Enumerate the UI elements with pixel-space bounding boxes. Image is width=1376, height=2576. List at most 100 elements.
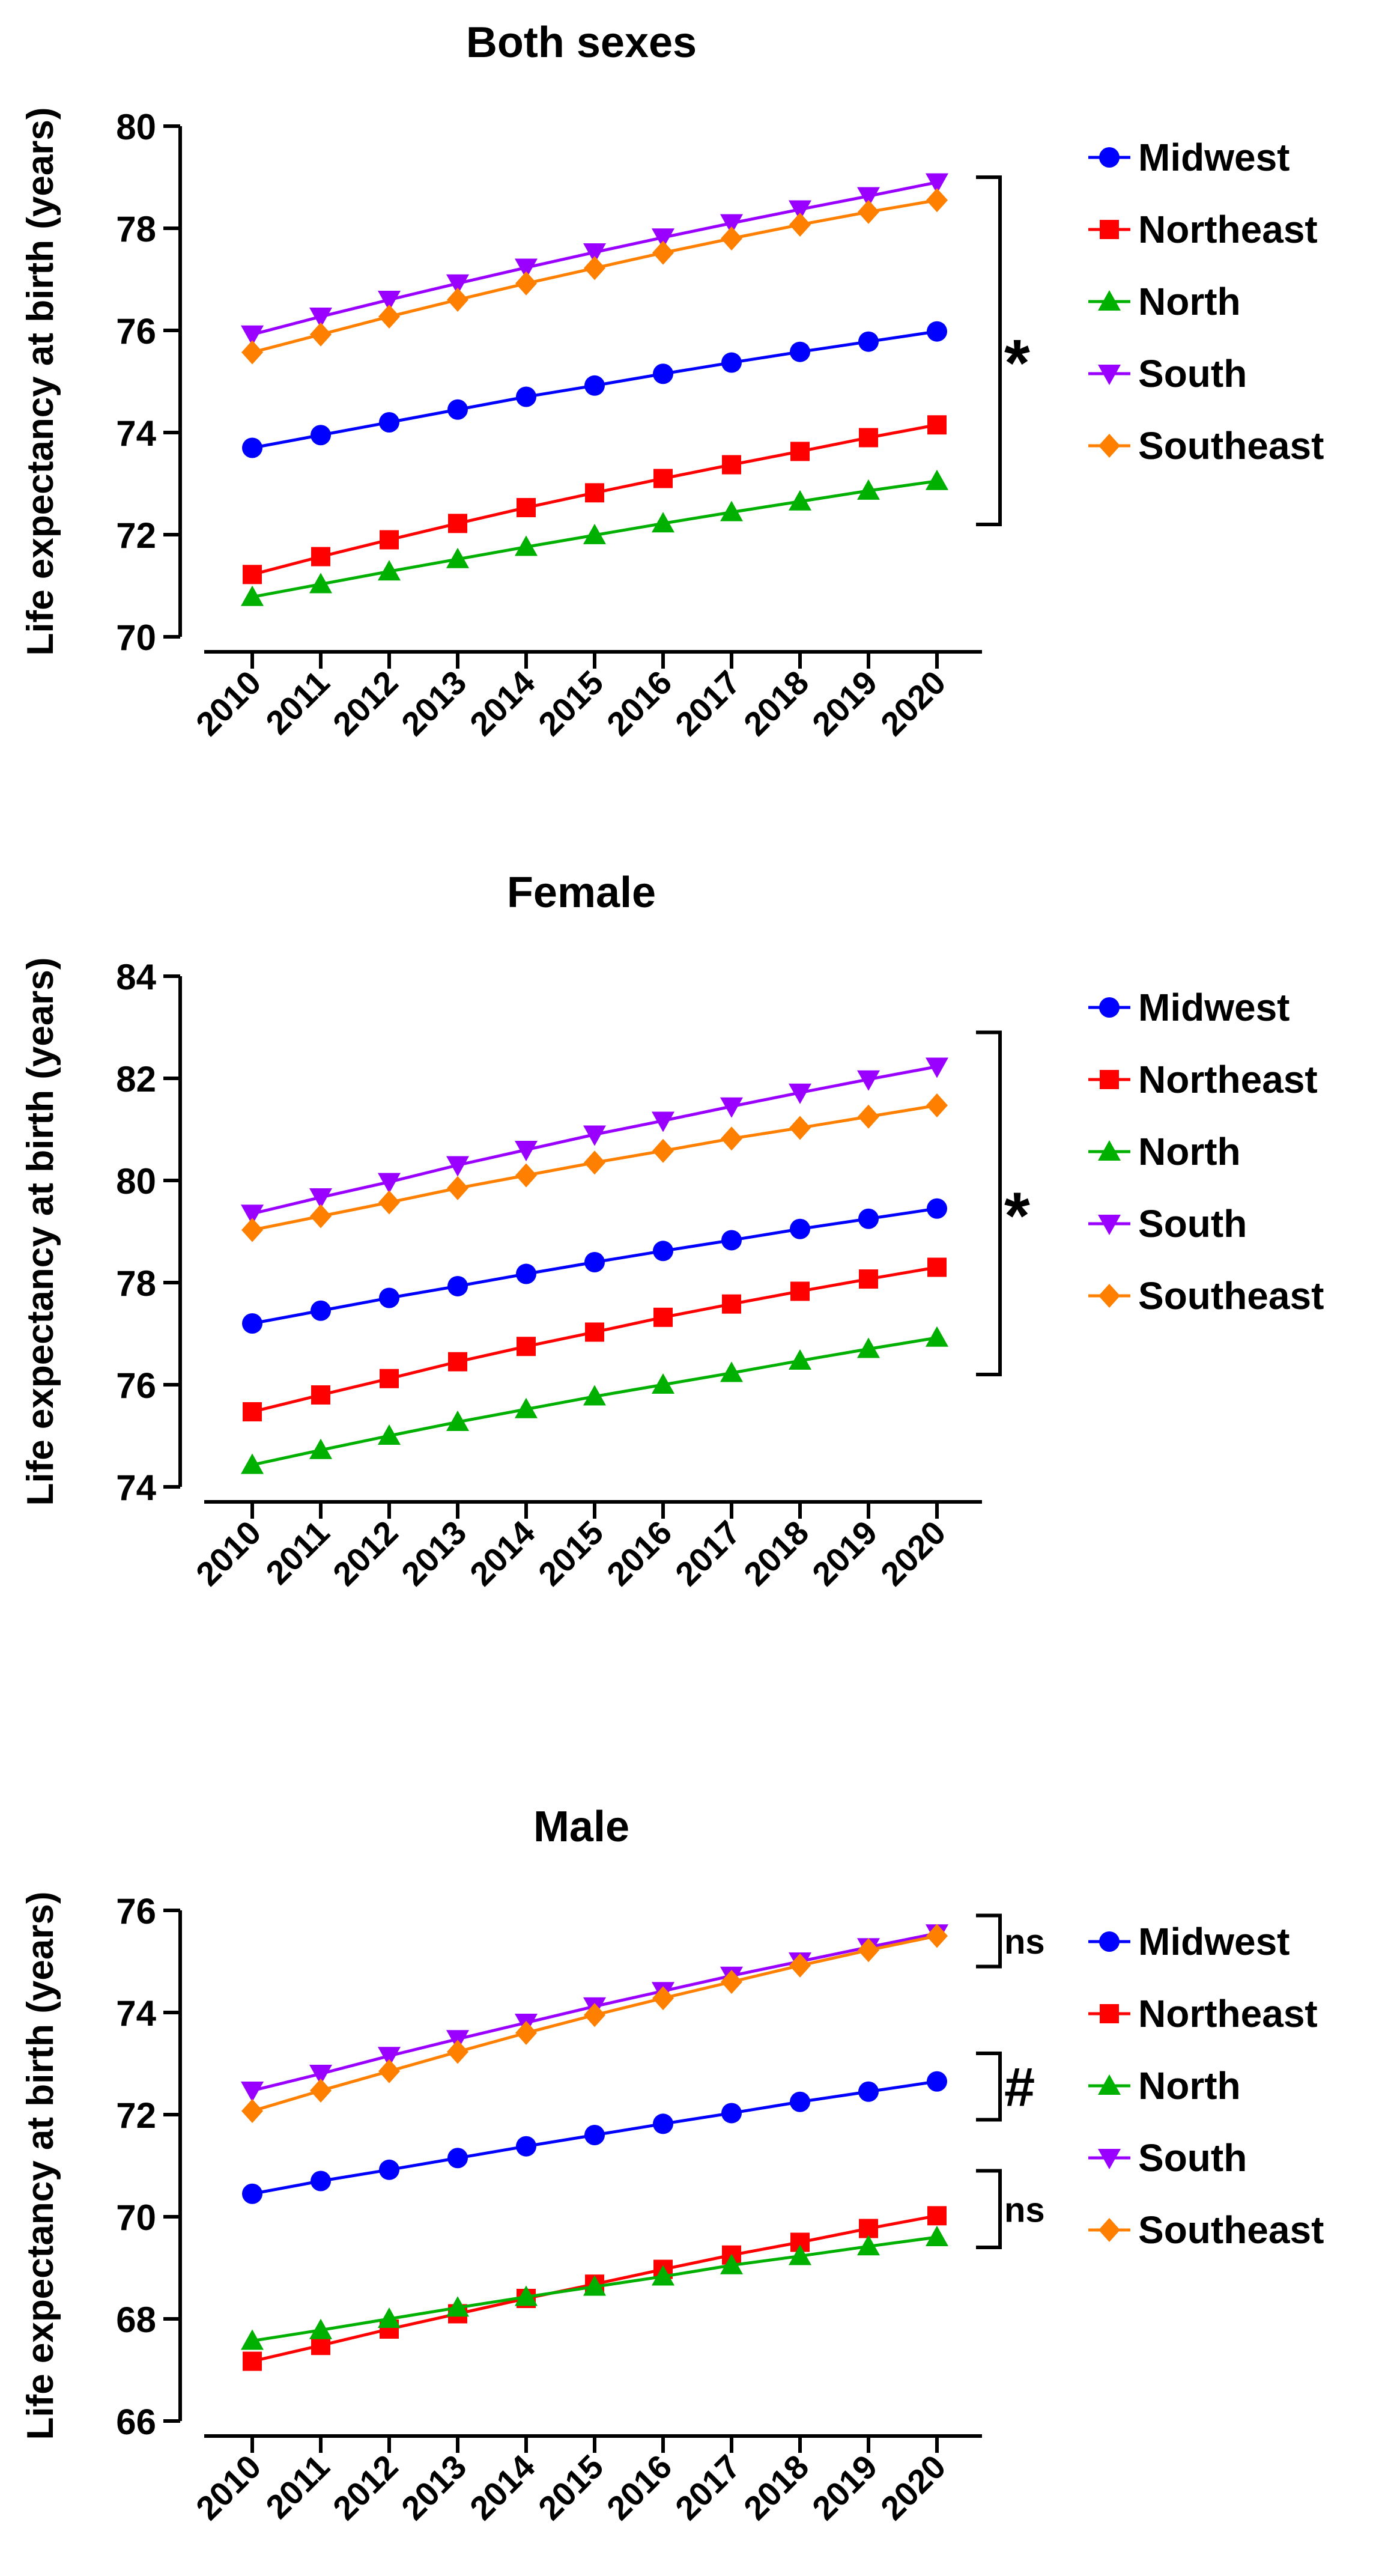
data-point [378,560,401,581]
series-north [241,2226,948,2350]
legend: Midwest Northeast North South Southeast [1088,136,1324,467]
legend: Midwest Northeast North South Southeast [1088,986,1324,1317]
legend-item-north: North [1088,1130,1241,1173]
data-point [857,1337,880,1358]
data-point [790,442,810,461]
significance-bracket: * [976,175,1030,526]
x-tick-label: 2018 [736,2447,816,2527]
x-tick-label: 2010 [189,2447,268,2527]
legend-marker [1098,1215,1121,1235]
data-point [378,1424,401,1445]
data-point [378,305,400,329]
legend-item-midwest: Midwest [1088,136,1290,179]
legend-label: North [1138,2064,1241,2107]
data-point [447,399,468,420]
chart-title: Both sexes [466,19,697,67]
data-point [857,2235,880,2256]
x-tick-label: 2019 [805,2447,885,2527]
data-point [446,2296,469,2317]
data-point [789,1953,811,1978]
data-point [790,1218,810,1239]
x-tick-label: 2012 [326,2447,405,2527]
data-point [447,2040,468,2064]
data-point [720,500,743,521]
legend-marker [1098,2074,1121,2095]
data-point [927,1257,947,1277]
chart-panel-both-sexes: Both sexes Life expectancy at birth (year… [20,19,1324,743]
significance-bracket: * [976,1030,1030,1376]
data-point [309,1438,332,1459]
data-point [446,547,469,568]
x-tick-label: 2015 [531,663,611,743]
data-point [789,200,811,221]
data-point [585,1322,604,1342]
bracket-line [976,1030,1002,1376]
data-point [926,1924,948,1948]
data-point [447,2148,468,2169]
series-north [241,1326,948,1474]
legend-item-north: North [1088,280,1241,323]
chart-panel-female: Female Life expectancy at birth (years) 74… [20,869,1324,1593]
data-point [311,1385,330,1405]
legend-marker [1098,1140,1121,1161]
bracket-line [976,1913,1002,1969]
x-tick-label: 2017 [668,1513,748,1593]
legend-label: Southeast [1138,2208,1324,2252]
data-point [584,1252,605,1272]
data-point [584,2125,605,2145]
y-tick-label: 74 [116,1468,156,1508]
data-point [927,2071,947,2092]
legend-item-southeast: Southeast [1088,1274,1324,1317]
x-tick-label: 2016 [599,2447,679,2527]
y-tick-label: 68 [116,2300,156,2340]
y-tick-label: 80 [116,107,156,147]
legend-marker [1100,2004,1119,2023]
legend-label: North [1138,280,1241,323]
data-point [242,2183,262,2204]
legend-label: Northeast [1138,1992,1318,2035]
data-point [516,2136,536,2157]
legend-label: Northeast [1138,208,1318,251]
data-point [858,2081,879,2102]
data-point [927,415,947,435]
data-point [721,226,742,251]
data-point [380,530,399,550]
data-point [927,321,947,342]
data-point [378,2059,400,2083]
legend-label: South [1138,1202,1247,1245]
data-point [583,2275,606,2296]
data-point [517,497,536,517]
chart-title: Female [507,869,656,917]
data-point [789,490,811,511]
legend-label: Midwest [1138,136,1290,179]
legend-item-northeast: Northeast [1088,1992,1318,2035]
data-point [447,288,468,312]
data-point [448,514,467,533]
legend-marker [1098,2149,1121,2169]
data-point [926,173,948,194]
chart-panel-male: Male Life expectancy at birth (years) 66 68… [20,1803,1324,2527]
data-point [309,573,332,594]
data-point [721,352,742,373]
data-point [311,1300,331,1321]
data-point [241,1453,264,1474]
series-midwest [242,1198,947,1334]
data-point [310,1204,332,1229]
x-tick-label: 2012 [326,663,405,743]
data-point [789,2244,811,2265]
legend-label: Southeast [1138,1274,1324,1317]
legend-marker [1100,220,1119,239]
data-point [241,1218,263,1242]
x-tick-label: 2018 [736,663,816,743]
x-tick-label: 2014 [462,1513,542,1593]
data-point [721,1970,742,1994]
data-point [583,523,606,544]
data-point [446,1156,469,1177]
data-point [584,256,605,281]
data-point [926,1326,948,1347]
x-tick-label: 2011 [258,2447,336,2526]
x-tick-label: 2011 [258,663,336,741]
data-point [242,1313,262,1334]
data-point [515,1163,537,1188]
y-tick-label: 80 [116,1161,156,1201]
